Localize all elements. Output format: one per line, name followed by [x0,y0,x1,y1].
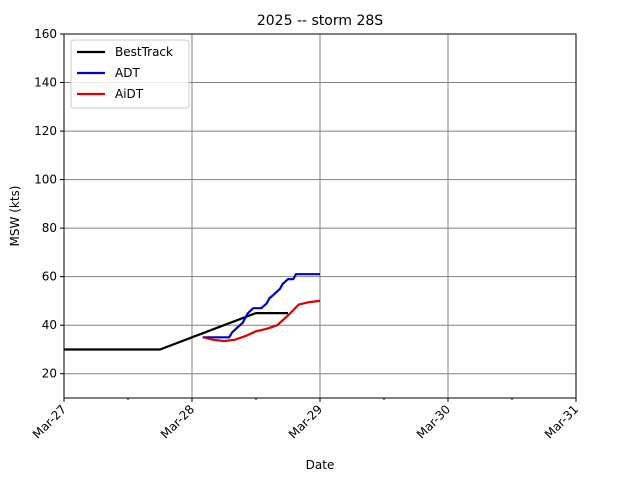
y-tick-label: 100 [34,173,57,187]
y-axis-label: MSW (kts) [8,186,22,247]
y-tick-label: 120 [34,124,57,138]
legend-label: BestTrack [115,45,173,59]
y-tick-label: 60 [42,270,57,284]
y-tick-label: 40 [42,318,57,332]
legend-label: AiDT [115,87,144,101]
legend-label: ADT [115,66,140,80]
y-axis: 20 40 60 80 100 120 140 160 [34,27,64,381]
series-lines [64,273,321,351]
y-tick-label: 140 [34,76,57,90]
series-line-besttrack [64,312,288,351]
legend-box [70,39,190,109]
series-line-adt [202,273,320,339]
chart-title: 2025 -- storm 28S [257,13,383,29]
series-line-aidt [202,299,321,343]
y-tick-label: 20 [42,367,57,381]
y-tick-label: 80 [42,221,57,235]
x-axis-label: Date [306,458,335,472]
legend: BestTrack ADT AiDT [70,39,190,109]
y-tick-label: 160 [34,27,57,41]
